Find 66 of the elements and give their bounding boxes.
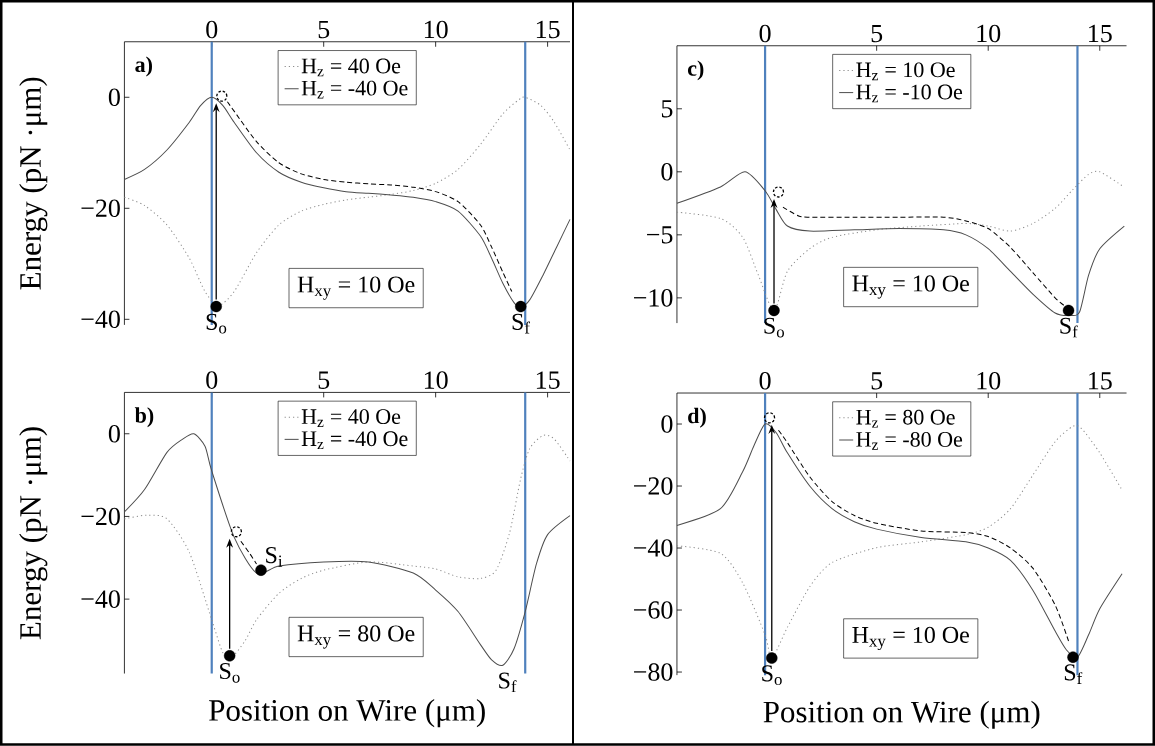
y-tick-label: −40 (634, 539, 673, 557)
legend-label: H$_{z}$ = 40 Oe (301, 58, 401, 77)
annotation: S$_{o}$ (764, 317, 784, 338)
legend-label: H$_{z}$ = 80 Oe (856, 409, 955, 428)
y-tick-label: −20 (81, 507, 120, 526)
x-tick-label: 5 (318, 371, 330, 389)
point (230, 526, 243, 538)
x-tick-label: 15 (1089, 24, 1112, 43)
x-tick-label: 15 (1089, 372, 1112, 390)
annotation: S$_{f}$ (1060, 317, 1078, 338)
annotation: S$_{f}$ (512, 313, 530, 334)
x-tick-label: 0 (759, 372, 771, 390)
x-tick-label: 10 (977, 24, 1001, 43)
y-tick-label: −40 (81, 590, 120, 608)
y-tick-label: 0 (108, 425, 120, 443)
legend-label: H$_{z}$ = 40 Oe (301, 409, 401, 427)
x-tick-label: 5 (871, 25, 883, 43)
y-tick-label: −80 (634, 663, 673, 681)
x-tick-label: 15 (536, 371, 560, 389)
point (763, 412, 776, 424)
annotation: c) (687, 60, 704, 81)
annotation: H$_{xy}$ = 10 Oe (852, 275, 969, 299)
x-tick-label: 15 (536, 20, 560, 39)
point (255, 564, 267, 576)
legend-label: H$_{z}$ = -40 Oe (301, 431, 408, 450)
y-tick-label: −10 (634, 289, 673, 307)
legend-label: H$_{z}$ = 10 Oe (856, 62, 955, 81)
x-tick-label: 10 (424, 20, 448, 39)
annotation: S$_{i}$ (266, 547, 283, 567)
annotation: S$_{o}$ (206, 313, 227, 334)
x-axis-title: Position on Wire (μm) (763, 700, 1040, 729)
x-tick-label: 5 (871, 372, 883, 390)
x-tick-label: 10 (977, 372, 1001, 390)
x-tick-label: 0 (206, 20, 218, 39)
annotation: a) (135, 56, 152, 77)
point (766, 652, 778, 664)
x-tick-label: 0 (759, 24, 771, 43)
y-tick-label: 0 (108, 88, 120, 107)
y-tick-label: −20 (634, 477, 673, 495)
point (223, 650, 236, 662)
y-tick-label: −40 (81, 310, 120, 329)
y-tick-label: 0 (661, 163, 673, 181)
legend-label: H$_{z}$ = -40 Oe (301, 80, 408, 99)
annotation: d) (688, 407, 706, 428)
point (1067, 651, 1079, 663)
annotation: H$_{xy}$ = 80 Oe (297, 625, 415, 649)
x-tick-label: 10 (424, 371, 448, 389)
y-axis-title: Energy (pN ·μm) (19, 427, 48, 640)
annotation: b) (134, 407, 154, 428)
annotation: S$_{f}$ (1064, 664, 1083, 685)
annotation: S$_{o}$ (220, 663, 240, 683)
annotation: H$_{xy}$ = 10 Oe (297, 276, 415, 300)
y-tick-label: −5 (647, 226, 673, 244)
y-tick-label: −20 (81, 199, 120, 218)
legend-label: H$_{z}$ = -80 Oe (856, 432, 963, 450)
x-tick-label: 5 (318, 21, 330, 39)
y-tick-label: 5 (661, 100, 673, 118)
x-tick-label: 0 (206, 371, 218, 389)
y-tick-label: 0 (661, 415, 673, 433)
y-tick-label: −60 (634, 601, 673, 619)
y-axis-title: Energy (pN ·μm) (19, 77, 48, 290)
annotation: S$_{f}$ (499, 672, 517, 693)
annotation: S$_{o}$ (762, 665, 782, 686)
annotation: H$_{xy}$ = 10 Oe (852, 626, 969, 651)
legend-label: H$_{z}$ = -10 Oe (856, 84, 963, 103)
x-axis-title: Position on Wire (μm) (209, 699, 485, 728)
